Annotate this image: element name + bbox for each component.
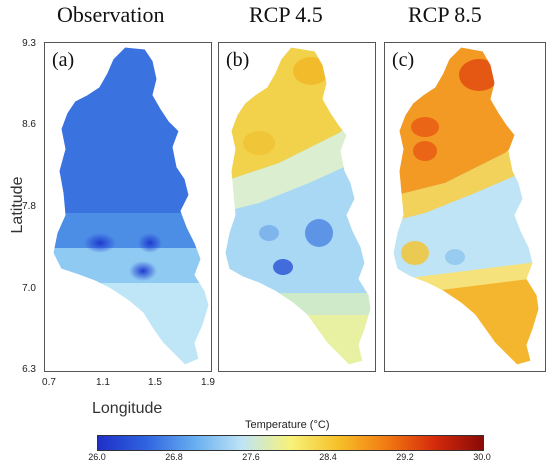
colorbar <box>97 435 484 451</box>
x-axis-label: Longitude <box>92 400 163 417</box>
colorbar-tick: 28.4 <box>319 452 337 462</box>
map-rcp45 <box>224 46 372 366</box>
map-panel-rcp85: (c) <box>384 42 546 372</box>
panel-letter-b: (b) <box>226 49 250 71</box>
y-tick: 8.6 <box>22 119 36 130</box>
y-tick: 7.8 <box>22 201 36 212</box>
panel-letter-c: (c) <box>392 49 415 71</box>
panel-title-rcp85: RCP 8.5 <box>408 2 482 27</box>
y-tick: 6.3 <box>22 364 36 375</box>
colorbar-tick: 29.2 <box>396 452 414 462</box>
y-tick: 9.3 <box>22 38 36 49</box>
y-tick: 7.0 <box>22 283 36 294</box>
colorbar-title: Temperature (°C) <box>245 419 330 431</box>
map-rcp85 <box>392 46 540 366</box>
colorbar-tick: 26.8 <box>165 452 183 462</box>
x-tick: 1.9 <box>201 377 215 388</box>
x-tick: 0.7 <box>42 377 56 388</box>
colorbar-tick: 30.0 <box>473 452 491 462</box>
map-panel-rcp45: (b) <box>218 42 376 372</box>
panel-title-observation: Observation <box>57 2 165 27</box>
x-tick: 1.5 <box>148 377 162 388</box>
map-observation <box>52 46 210 366</box>
panel-letter-a: (a) <box>52 49 75 71</box>
colorbar-tick: 27.6 <box>242 452 260 462</box>
map-panel-observation: (a) <box>44 42 212 372</box>
panel-title-rcp45: RCP 4.5 <box>249 2 323 27</box>
colorbar-tick: 26.0 <box>88 452 106 462</box>
x-tick: 1.1 <box>96 377 110 388</box>
